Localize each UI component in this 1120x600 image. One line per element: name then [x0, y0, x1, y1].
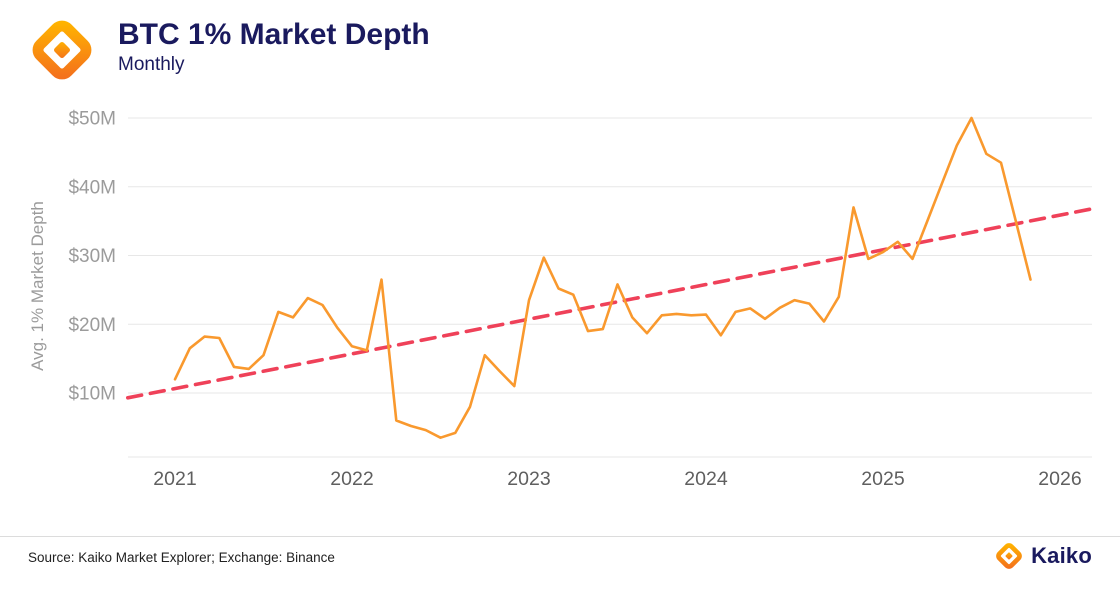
depth-line-chart: $10M $20M $30M $40M $50M 2021 2022 2023 2024 2025…	[68, 109, 1095, 490]
y-tick-label: $40M	[68, 177, 116, 198]
footer-divider	[0, 536, 1120, 537]
y-tick-label: $20M	[68, 315, 116, 336]
page-subtitle: Monthly	[118, 54, 185, 75]
header: BTC 1% Market Depth Monthly	[30, 18, 430, 82]
x-tick-label: 2024	[684, 468, 728, 490]
chart-area: $10M $20M $30M $40M $50M 2021 2022 2023 2024 2025…	[0, 88, 1120, 513]
x-tick-label: 2022	[330, 468, 373, 490]
x-tick-label: 2026	[1038, 468, 1081, 490]
page-title: BTC 1% Market Depth	[118, 18, 430, 51]
brand-wordmark: Kaiko	[1031, 543, 1092, 568]
y-axis-title: Avg. 1% Market Depth	[28, 201, 47, 371]
kaiko-logo-small-icon	[995, 542, 1023, 570]
source-note: Source: Kaiko Market Explorer; Exchange:…	[28, 550, 335, 565]
y-tick-label: $30M	[68, 246, 116, 267]
y-tick-label: $50M	[68, 109, 116, 130]
y-tick-label: $10M	[68, 384, 116, 405]
x-tick-label: 2023	[507, 468, 550, 490]
brand-footer: Kaiko	[995, 542, 1092, 570]
x-tick-label: 2021	[153, 468, 196, 490]
market-depth-line	[173, 116, 1032, 440]
header-text: BTC 1% Market Depth Monthly	[118, 18, 430, 76]
kaiko-logo-icon	[30, 18, 94, 82]
x-tick-label: 2025	[861, 468, 905, 490]
